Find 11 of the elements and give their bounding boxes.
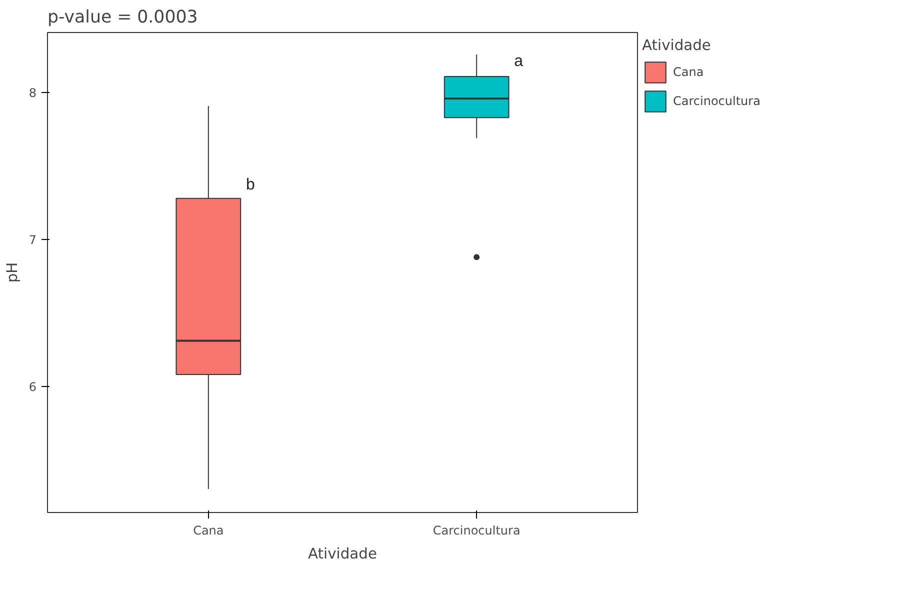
x-axis-title: Atividade [308, 546, 377, 562]
legend-label: Carcinocultura [673, 94, 760, 108]
chart-title: p-value = 0.0003 [48, 8, 198, 28]
y-axis-title: pH [4, 262, 21, 283]
legend-title: Atividade [642, 37, 712, 54]
y-tick-label: 6 [28, 380, 37, 394]
y-tick-label: 8 [28, 86, 37, 100]
annotation: a [514, 53, 524, 70]
legend-label: Cana [673, 65, 704, 79]
y-tick-label: 7 [28, 232, 37, 247]
annotation: b [246, 176, 255, 194]
